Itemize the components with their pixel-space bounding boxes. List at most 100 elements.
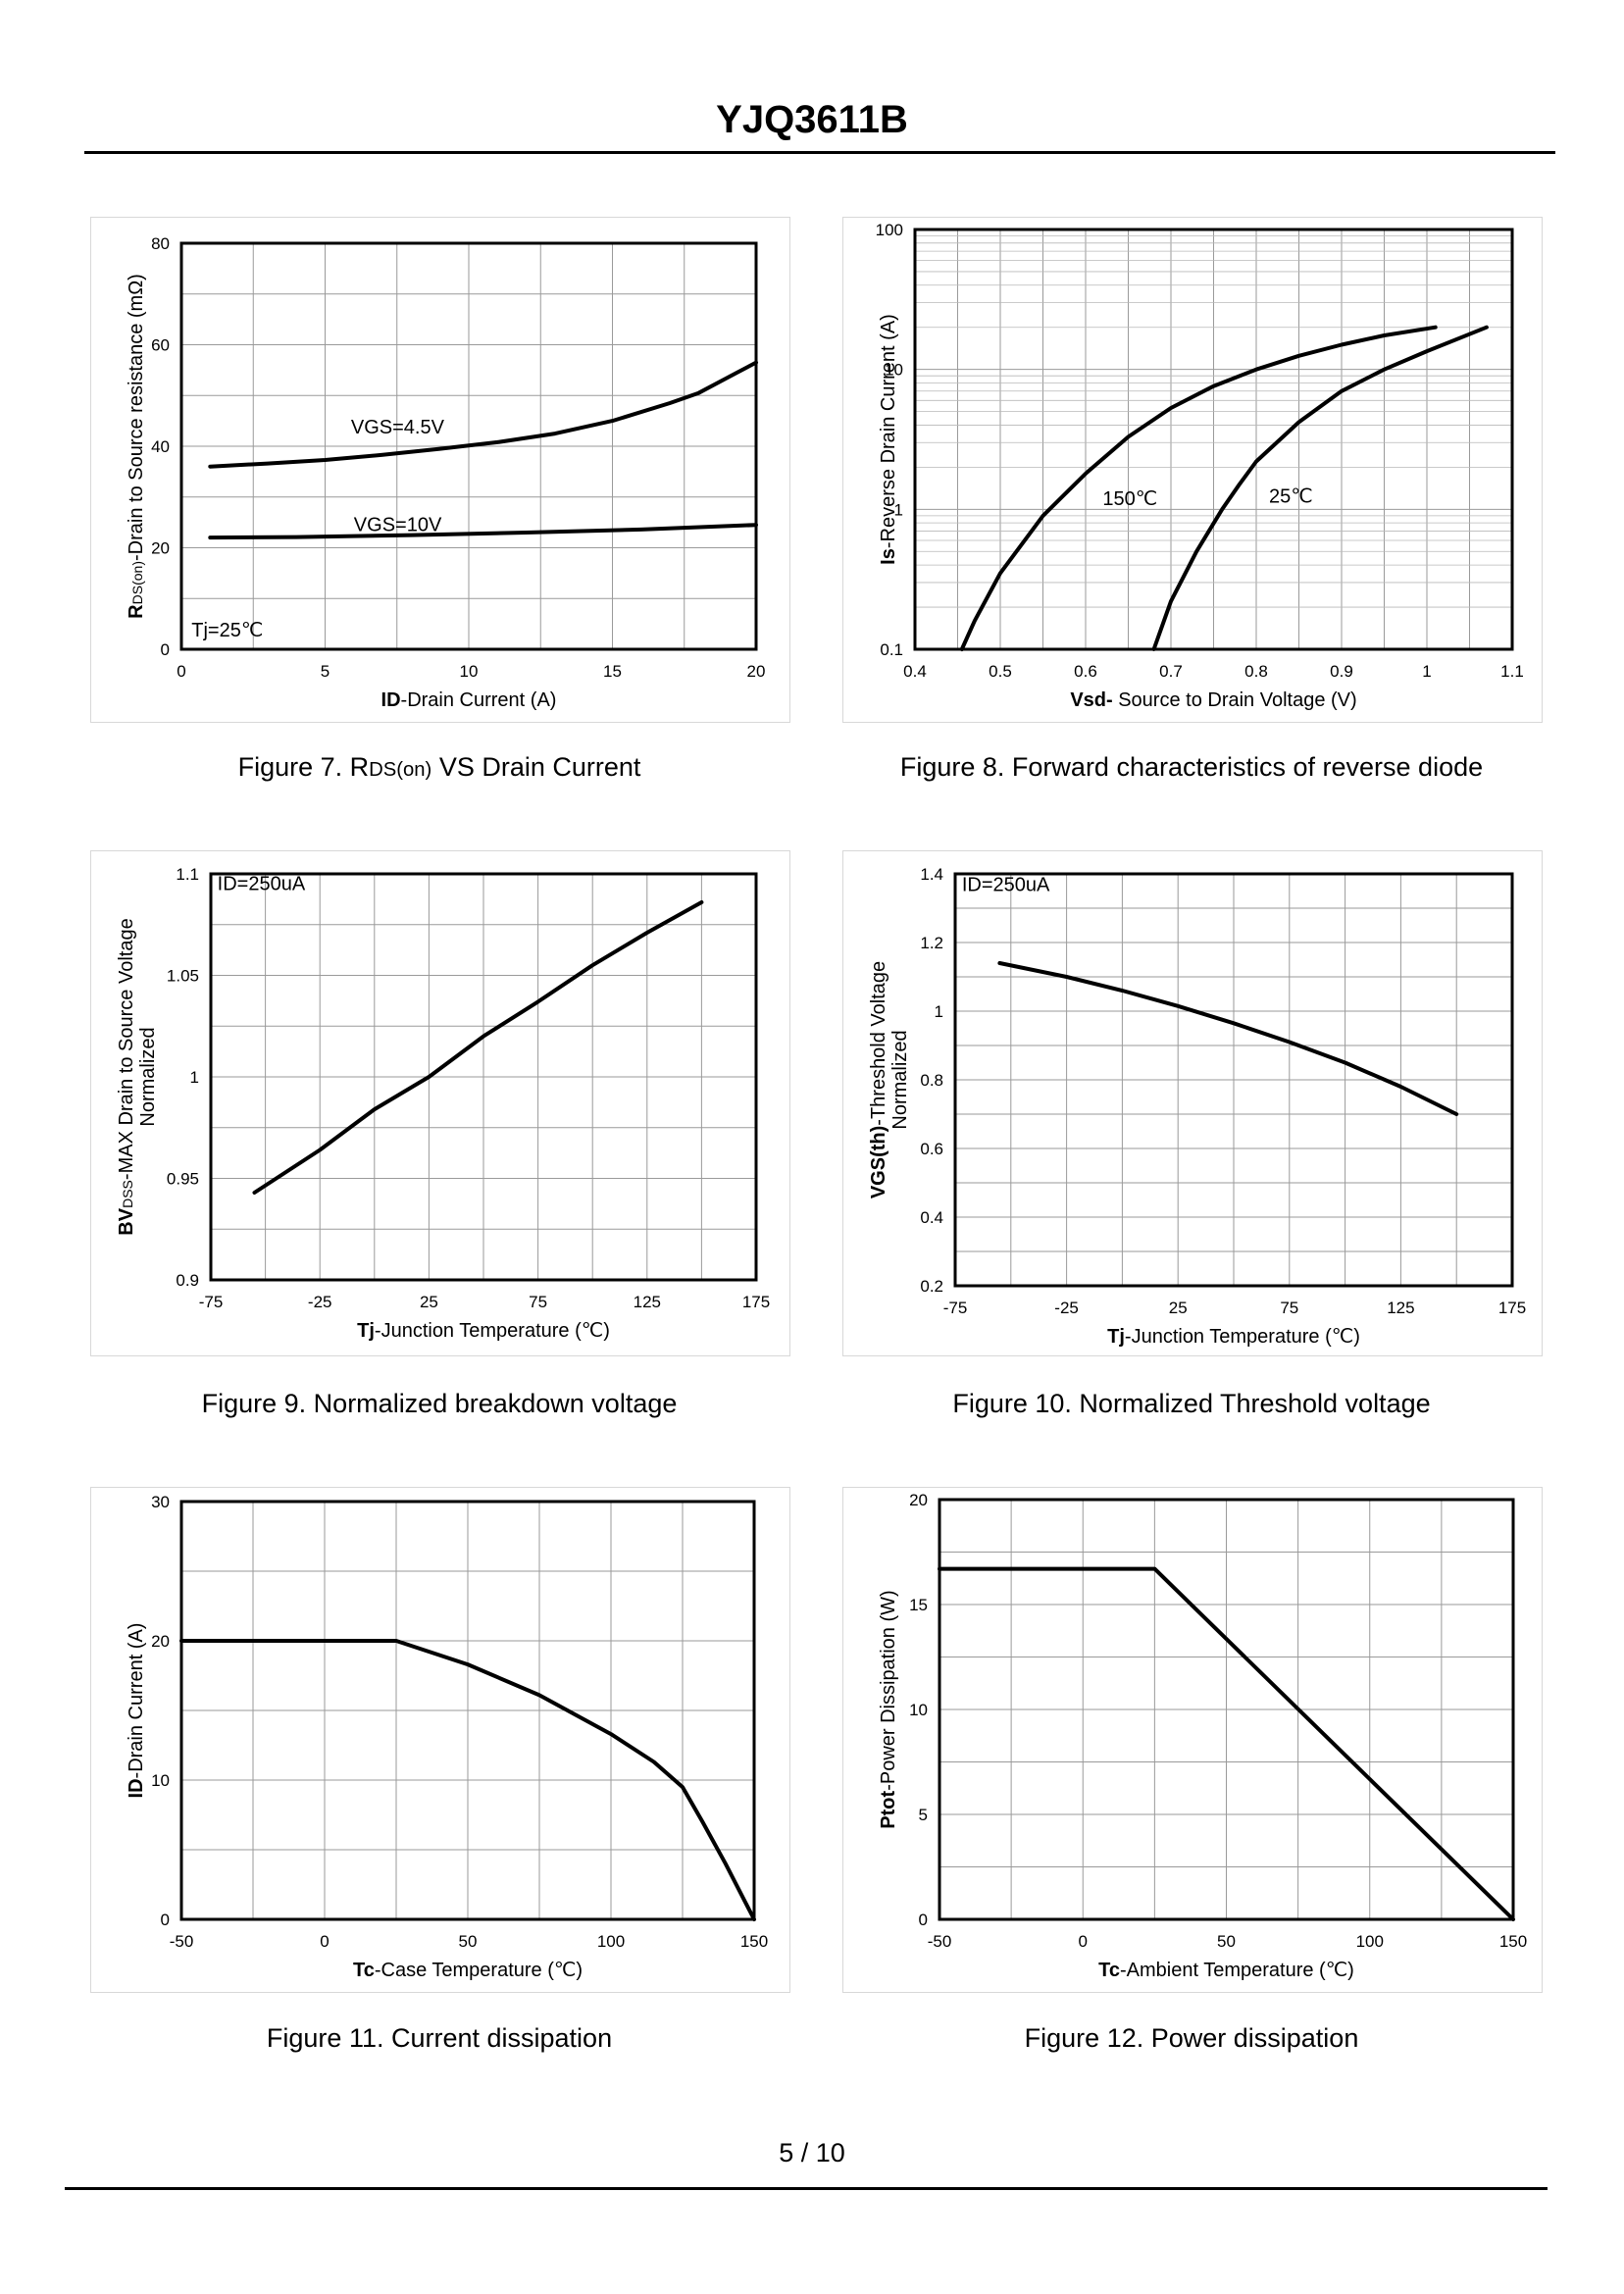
- fig7-annotation: Tj=25℃: [191, 620, 263, 641]
- figure-8-caption: Figure 8. Forward characteristics of rev…: [899, 752, 1484, 782]
- fig8-x-tick-label: 0.6: [1074, 662, 1097, 681]
- fig9-y-axis-label-sub: DSS: [120, 1180, 135, 1208]
- fig8-x-tick-label: 1: [1422, 662, 1431, 681]
- fig8-grid: [915, 229, 1512, 649]
- fig7-y-tick-label: 40: [151, 437, 170, 456]
- figure-9-panel: -75 -25 25 75 125 175 0.9 0.95 1 1.05 1.1 ID=250uA T…: [90, 850, 790, 1356]
- fig7-x-axis-label-rest: -Drain Current (A): [401, 689, 557, 711]
- fig7-y-axis-label-rest: -Drain to Source resistance (mΩ): [126, 274, 147, 561]
- fig11-y-axis-label: ID-Drain Current (A): [126, 1623, 147, 1799]
- figure-10-caption: Figure 10. Normalized Threshold voltage: [952, 1389, 1431, 1418]
- fig8-plot-frame: [913, 228, 1514, 651]
- fig9-y-tick-label: 1: [190, 1068, 199, 1087]
- fig7-series-2-line: [208, 523, 758, 540]
- footer-rule: [65, 2187, 1548, 2190]
- fig9-plot-frame: [209, 872, 758, 1282]
- fig10-x-tick-label: 175: [1498, 1299, 1526, 1317]
- figure-12-caption: Figure 12. Power dissipation: [1024, 2023, 1359, 2053]
- fig8-x-axis-label-rest: Source to Drain Voltage (V): [1113, 689, 1357, 711]
- fig12-x-tick-label: 150: [1499, 1932, 1527, 1951]
- fig9-x-tick-label: 175: [742, 1293, 770, 1311]
- fig7-y-axis-label: RDS(on)-Drain to Source resistance (mΩ): [126, 274, 147, 619]
- fig9-series-1-line: [252, 900, 704, 1195]
- fig12-y-axis-label: Ptot-Power Dissipation (W): [878, 1590, 899, 1828]
- figure-7-caption-post: VS Drain Current: [431, 752, 641, 782]
- fig7-y-tick-label: 60: [151, 336, 170, 355]
- fig11-plot-frame: [179, 1500, 756, 1921]
- figure-12-panel: -50 0 50 100 150 0 5 10 15 20 Tc-Ambient Temperatu…: [842, 1487, 1543, 1993]
- fig12-plot-frame: [938, 1498, 1515, 1921]
- fig10-x-axis-label-rest: -Junction Temperature (℃): [1125, 1326, 1360, 1348]
- fig10-y-tick-label: 1.4: [920, 865, 943, 884]
- fig8-x-axis-label-bold: Vsd-: [1070, 689, 1112, 711]
- fig12-x-axis-label-rest: -Ambient Temperature (℃): [1120, 1960, 1354, 1981]
- fig10-y-axis-label-rest: -Threshold Voltage: [868, 961, 889, 1126]
- fig8-annotation: 25℃: [1269, 485, 1313, 507]
- figure-11-caption: Figure 11. Current dissipation: [266, 2023, 613, 2053]
- fig12-y-tick-label: 20: [909, 1491, 928, 1509]
- fig12-series-1-line: [938, 1566, 1515, 1921]
- fig11-y-axis-label-bold: ID: [126, 1778, 147, 1798]
- fig10-y-axis-label-bold: VGS(th): [868, 1126, 889, 1198]
- fig10-series-1-line: [997, 961, 1459, 1116]
- fig10-grid: [955, 874, 1512, 1286]
- fig11-x-tick-label: 150: [740, 1932, 768, 1951]
- fig12-x-tick-label: 0: [1079, 1932, 1088, 1951]
- fig7-x-axis-label-bold: ID: [381, 689, 401, 711]
- fig9-grid: [211, 874, 756, 1280]
- fig10-y-tick-label: 0.6: [920, 1140, 943, 1158]
- fig10-x-axis-label: Tj-Junction Temperature (℃): [1107, 1326, 1360, 1348]
- figure-9-caption: Figure 9. Normalized breakdown voltage: [201, 1389, 678, 1418]
- fig10-y-tick-label: 1.2: [920, 934, 943, 952]
- figure-7-caption: Figure 7. RDS(on) VS Drain Current: [90, 752, 788, 783]
- fig10-y-tick-label: 0.8: [920, 1071, 943, 1090]
- fig8-x-tick-label: 1.1: [1500, 662, 1524, 681]
- fig7-x-tick-label: 15: [603, 662, 622, 681]
- fig10-x-tick-label: 125: [1387, 1299, 1414, 1317]
- fig12-y-tick-label: 0: [919, 1911, 928, 1929]
- fig8-x-tick-label: 0.8: [1244, 662, 1268, 681]
- fig7-x-tick-label: 20: [747, 662, 766, 681]
- fig12-y-tick-label: 15: [909, 1596, 928, 1614]
- fig10-x-tick-label: 75: [1280, 1299, 1298, 1317]
- fig8-series-1-line: [959, 325, 1438, 651]
- fig9-x-tick-label: 75: [529, 1293, 547, 1311]
- fig7-annotation: VGS=10V: [354, 514, 442, 535]
- fig12-x-tick-label: 100: [1356, 1932, 1384, 1951]
- fig8-x-tick-label: 0.5: [989, 662, 1012, 681]
- fig10-y-tick-label: 0.2: [920, 1277, 943, 1296]
- page-number: 5 / 10: [779, 2138, 845, 2167]
- fig7-y-axis-label-bold: R: [126, 604, 147, 619]
- fig8-x-tick-label: 0.7: [1159, 662, 1183, 681]
- fig7-grid: [181, 243, 756, 649]
- figure-7-caption-sub: DS(on): [369, 759, 432, 781]
- fig11-series-1-line: [179, 1639, 756, 1921]
- fig8-y-tick-label: 1: [894, 500, 903, 519]
- fig7-annotation: VGS=4.5V: [351, 417, 445, 438]
- fig9-y-tick-label: 0.9: [176, 1271, 199, 1290]
- fig10-x-tick-label: -25: [1054, 1299, 1079, 1317]
- fig7-y-tick-label: 80: [151, 234, 170, 253]
- fig9-y-tick-label: 0.95: [167, 1170, 199, 1189]
- fig9-y-tick-label: 1.05: [167, 967, 199, 986]
- fig8-y-axis-label-bold: Is: [878, 548, 899, 565]
- fig8-x-tick-label: 0.4: [903, 662, 927, 681]
- fig8-y-tick-label: 10: [885, 361, 903, 380]
- fig8-x-tick-label: 0.9: [1330, 662, 1353, 681]
- fig12-y-tick-label: 10: [909, 1701, 928, 1719]
- fig8-y-tick-label: 0.1: [880, 640, 903, 659]
- fig10-x-tick-label: 25: [1169, 1299, 1188, 1317]
- fig8-series-2-line: [1151, 325, 1489, 651]
- fig7-x-tick-label: 5: [321, 662, 330, 681]
- fig12-y-tick-label: 5: [919, 1806, 928, 1824]
- fig11-x-axis-label: Tc-Case Temperature (℃): [353, 1960, 583, 1981]
- fig11-y-tick-label: 30: [151, 1493, 170, 1511]
- header-rule: [84, 151, 1555, 154]
- fig9-y-axis-label-line2: Normalized: [137, 1027, 159, 1126]
- fig7-x-tick-label: 0: [177, 662, 185, 681]
- fig8-x-axis-label: Vsd- Source to Drain Voltage (V): [1070, 689, 1356, 711]
- fig9-y-tick-label: 1.1: [176, 865, 199, 884]
- fig9-annotation: ID=250uA: [218, 874, 306, 895]
- fig8-annotation: 150℃: [1102, 488, 1157, 510]
